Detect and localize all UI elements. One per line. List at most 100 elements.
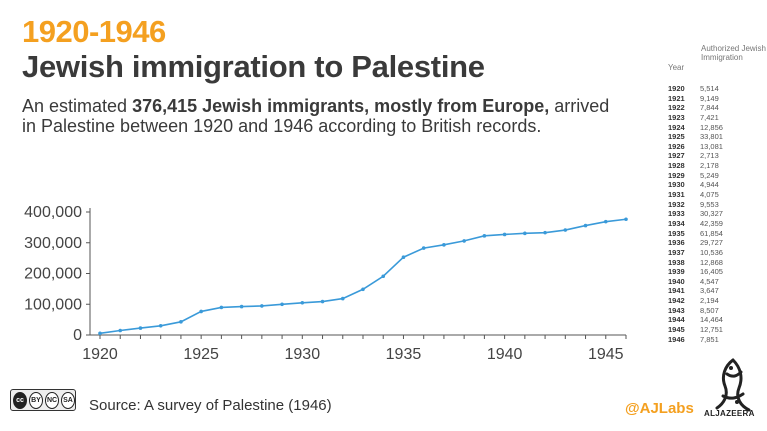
data-point <box>563 228 568 232</box>
data-point <box>300 300 305 305</box>
table-value: 12,868 <box>700 257 723 267</box>
table-row: 1927 2,713 <box>668 151 723 161</box>
table-value: 16,405 <box>700 267 723 277</box>
table-year: 1938 <box>668 257 685 267</box>
table-row: 1923 7,421 <box>668 113 723 123</box>
table-value: 2,713 <box>700 151 719 161</box>
table-value: 4,547 <box>700 276 719 286</box>
table-value: 5,514 <box>700 84 719 93</box>
data-point <box>502 232 507 237</box>
data-point <box>98 331 102 336</box>
table-row: 1929 5,249 <box>668 171 723 181</box>
data-point <box>401 255 406 260</box>
data-point <box>138 326 143 330</box>
x-tick-label: 1920 <box>82 346 118 363</box>
table-year: 1941 <box>668 286 685 296</box>
data-point <box>543 230 547 235</box>
data-point <box>361 287 365 292</box>
table-year: 1925 <box>668 132 685 142</box>
table-year: 1944 <box>668 315 685 325</box>
page-title: Jewish immigration to Palestine <box>22 49 485 84</box>
table-row: 1922 7,844 <box>668 103 723 113</box>
table-year: 1920 <box>668 84 685 93</box>
table-value: 14,464 <box>700 315 723 325</box>
immigration-line-chart: 0 100,000 200,000 300,000 400,000 1920 1925 193… <box>24 204 628 363</box>
table-year: 1933 <box>668 209 685 219</box>
table-year: 1928 <box>668 161 685 171</box>
data-point <box>280 302 284 307</box>
table-row: 1937 10,536 <box>668 248 723 258</box>
table-row: 1938 12,868 <box>668 258 723 268</box>
data-point <box>320 299 325 304</box>
y-tick-label: 400,000 <box>24 204 82 221</box>
table-row: 1934 42,359 <box>668 219 723 229</box>
table-header-year: Year <box>668 63 685 72</box>
x-tick-label: 1925 <box>183 346 219 363</box>
data-point <box>603 219 608 224</box>
table-row: 1942 2,194 <box>668 296 723 306</box>
table-row: 1926 13,081 <box>668 142 723 152</box>
data-point <box>340 296 345 301</box>
y-tick-label: 100,000 <box>24 296 82 313</box>
table-year: 1945 <box>668 325 685 335</box>
table-row: 1924 12,856 <box>668 123 723 133</box>
x-tick-label: 1940 <box>487 346 523 363</box>
table-value: 61,854 <box>700 228 723 238</box>
data-point <box>239 304 244 309</box>
table-value: 13,081 <box>700 141 723 151</box>
data-point <box>118 328 123 333</box>
table-row: 1931 4,075 <box>668 190 723 200</box>
table-row: 1930 4,944 <box>668 180 723 190</box>
table-row: 1940 4,547 <box>668 277 723 287</box>
subtitle-intro: An estimated <box>22 96 133 116</box>
creative-commons-badge: cc BY NC SA <box>10 389 76 411</box>
table-value: 12,751 <box>700 325 723 335</box>
x-tick-label: 1935 <box>386 346 422 363</box>
data-point <box>219 305 224 310</box>
table-value: 8,507 <box>700 305 719 315</box>
table-value: 4,075 <box>700 190 719 200</box>
table-value: 5,249 <box>700 170 719 180</box>
table-year: 1931 <box>668 190 685 200</box>
table-value: 29,727 <box>700 238 723 248</box>
table-row: 1944 14,464 <box>668 315 723 325</box>
ajlabs-handle: @AJLabs <box>625 400 694 417</box>
table-value: 33,801 <box>700 132 723 142</box>
data-point <box>381 274 386 279</box>
table-row: 1928 2,178 <box>668 161 723 171</box>
table-row: 1925 33,801 <box>668 132 723 142</box>
table-row: 1921 9,149 <box>668 94 723 104</box>
table-year: 1921 <box>668 93 685 103</box>
table-value: 2,178 <box>700 161 719 171</box>
x-tick-label: 1945 <box>588 346 624 363</box>
table-row: 1946 7,851 <box>668 335 723 345</box>
table-header-value: Authorized Jewish Immigration <box>701 44 766 62</box>
subtitle-rest: arrived in Palestine between 1920 and 19… <box>22 96 610 136</box>
data-point <box>199 309 203 314</box>
table-row: 1936 29,727 <box>668 238 723 248</box>
table-row: 1920 5,514 <box>668 84 723 94</box>
subtitle-highlight: 376,415 Jewish immigrants, mostly from E… <box>132 96 550 116</box>
y-tick-label: 200,000 <box>24 266 82 283</box>
table-rows: 1920 5,514 1921 9,149 1922 7,844 1923 7,421 1924… <box>668 84 723 344</box>
data-point <box>179 320 183 324</box>
series-line <box>99 218 627 335</box>
table-year: 1930 <box>668 180 685 190</box>
table-value: 9,149 <box>700 93 719 103</box>
table-value: 4,944 <box>700 180 719 190</box>
data-point <box>624 217 628 222</box>
table-year: 1936 <box>668 238 685 248</box>
cc-icon: cc <box>13 391 27 409</box>
by-icon: BY <box>29 391 43 409</box>
table-year: 1922 <box>668 103 685 113</box>
table-value: 42,359 <box>700 218 723 228</box>
table-value: 7,421 <box>700 112 719 122</box>
brand-wordmark: ALJAZEERA <box>704 409 755 418</box>
table-year: 1924 <box>668 122 685 132</box>
table-value: 30,327 <box>700 209 723 219</box>
table-year: 1946 <box>668 334 685 344</box>
table-value: 2,194 <box>700 296 719 306</box>
table-year: 1937 <box>668 247 685 257</box>
table-year: 1943 <box>668 305 685 315</box>
table-year: 1935 <box>668 228 685 238</box>
